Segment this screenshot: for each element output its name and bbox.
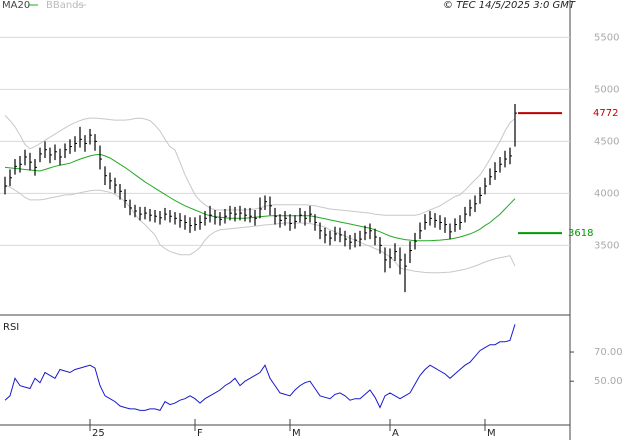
chart-title: © TEC 14/5/2025 3:0 GMT (443, 0, 576, 11)
rsi-title: RSI (3, 322, 19, 333)
y-tick-label: 4000 (594, 188, 619, 199)
x-tick-label: M (292, 428, 301, 439)
band-lower (4, 184, 516, 274)
x-tick-label: M (487, 428, 496, 439)
legend-label: MA20 (2, 0, 30, 11)
x-tick-label: 25 (92, 428, 105, 439)
y-tick-label: 70.00 (594, 347, 623, 358)
y-tick-label: 5500 (594, 32, 619, 43)
x-tick-label: F (197, 428, 203, 439)
rsi-line (4, 324, 516, 411)
last-value-label: 4772 (593, 108, 618, 119)
legend-label: BBands (46, 0, 84, 11)
y-tick-label: 5000 (594, 84, 619, 95)
y-tick-label: 50.00 (594, 376, 623, 387)
y-tick-label: 4500 (594, 136, 619, 147)
x-tick-label: A (392, 428, 399, 439)
y-tick-label: 3500 (594, 240, 619, 251)
last-value-label: 3618 (568, 228, 593, 239)
